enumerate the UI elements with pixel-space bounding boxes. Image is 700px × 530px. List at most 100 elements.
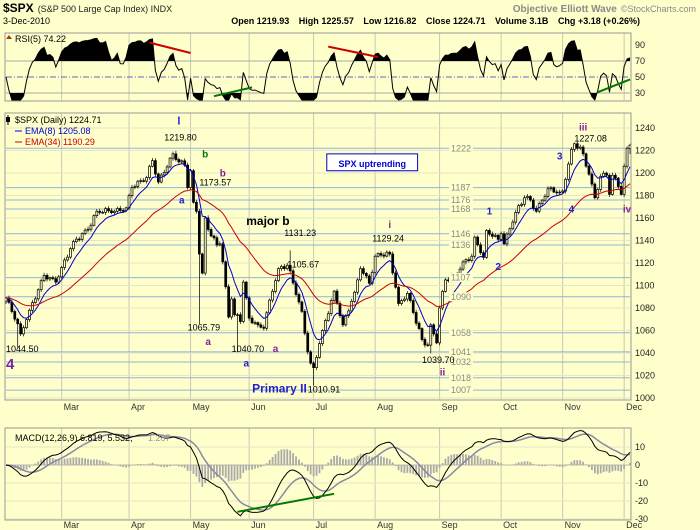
stockcharts-credit: ©StockCharts.com — [620, 4, 696, 14]
price-tick-label: 1180 — [635, 191, 654, 201]
rsi-tick-label: 90 — [635, 40, 645, 50]
symbol: $SPX — [3, 1, 34, 15]
macd-signal-line — [5, 433, 631, 511]
wave-label: i — [388, 220, 391, 231]
pivot-label: 1041 — [451, 347, 471, 357]
wave-label: 2 — [495, 262, 501, 273]
month-label: Sep — [442, 402, 458, 412]
macd-signal — [5, 433, 631, 511]
pivot-label: 1146 — [451, 229, 470, 239]
ema34 — [5, 183, 631, 308]
pivot-label: 1090 — [451, 292, 471, 302]
macd-tick-label: -20 — [635, 496, 648, 506]
candlestick-icon — [6, 115, 10, 125]
price-tick-label: 1140 — [635, 236, 654, 246]
open-label: Open — [231, 16, 255, 26]
wave-label: 4 — [569, 204, 575, 215]
callout-text: SPX uptrending — [338, 159, 406, 169]
price-tick-label: 1160 — [635, 213, 654, 223]
wave-label: iv — [623, 204, 632, 215]
rsi-tick-label: 70 — [635, 56, 645, 66]
price-grid — [6, 127, 630, 399]
month-label: Aug — [377, 402, 393, 412]
month-label: Jun — [251, 520, 266, 530]
month-label: Oct — [503, 520, 518, 530]
wave-label: iii — [579, 122, 588, 133]
month-label: Jul — [316, 520, 328, 530]
wave-label: a — [205, 337, 211, 348]
wave-label: a — [243, 359, 249, 370]
wave-label: 1040.70 — [232, 344, 265, 354]
price-tick-label: 1120 — [635, 258, 654, 268]
macd-tick-label: 10 — [635, 442, 645, 452]
macd-tick-label: -10 — [635, 478, 648, 488]
wave-label: a — [179, 195, 185, 206]
wave-label: 1227.08 — [574, 134, 607, 144]
month-label: Nov — [565, 520, 582, 530]
pivot-label: 1136 — [451, 240, 470, 250]
wave-label: 1039.70 — [422, 355, 455, 365]
price-tick-label: 1060 — [635, 326, 655, 336]
callout-box — [326, 153, 419, 172]
month-label: Mar — [64, 520, 80, 530]
month-label: Apr — [131, 520, 145, 530]
wave-label: Primary II — [252, 381, 307, 395]
month-label: May — [193, 520, 211, 530]
wave-label: 1065.79 — [188, 323, 221, 333]
x-axis-labels: Mar Mar Apr Apr May May Jun Jun Jul Jul Aug Aug Sep S… — [64, 402, 643, 530]
rsi-tick-label: 30 — [635, 88, 645, 98]
macd-series — [5, 429, 631, 517]
price-tick-label: 1000 — [635, 393, 655, 403]
macd-hist-value: 1.287 — [148, 433, 171, 443]
wave-label: 1105.67 — [287, 260, 319, 270]
rsi-trendlines — [149, 41, 631, 98]
pivot-label: 1107 — [451, 273, 470, 283]
month-label: Aug — [377, 520, 393, 530]
high-value: 1225.57 — [321, 16, 354, 26]
macd-tick-label: -30 — [635, 514, 648, 524]
month-label: Mar — [64, 402, 80, 412]
pivot-label: 1168 — [451, 204, 470, 214]
rsi-legend-label: RSI(5) 74.22 — [15, 34, 66, 44]
pivot-label: 1187 — [451, 183, 470, 193]
wave-label: 3 — [557, 152, 563, 163]
low-label: Low — [363, 16, 382, 26]
chart-date: 3-Dec-2010 — [3, 16, 51, 26]
ema34-line — [5, 183, 631, 308]
ema34-legend-label: EMA(34) 1190.29 — [25, 137, 95, 147]
ema8-line — [5, 158, 631, 341]
ema8 — [5, 158, 631, 341]
panel-borders — [4, 32, 632, 521]
price-legend-symbol: $SPX (Daily) 1224.71 — [15, 115, 102, 125]
rsi-series — [5, 37, 631, 102]
wave-label: 1 — [487, 207, 493, 218]
pivot-label: 1222 — [451, 143, 471, 153]
wave-label: ii — [440, 368, 446, 379]
pivot-label: 1018 — [451, 373, 471, 383]
price-tick-label: 1200 — [635, 168, 655, 178]
pivot-label: 1058 — [451, 328, 471, 338]
wave-label: 1173.57 — [199, 177, 231, 187]
volume-value: 3.1B — [529, 16, 549, 26]
price-tick-label: 1240 — [635, 123, 655, 133]
wave-label: a — [273, 344, 279, 355]
generated-chart-layers: Mar Mar Apr Apr May May Jun Jun Jul Jul Aug Aug Sep S… — [4, 32, 655, 530]
low-value: 1216.82 — [383, 16, 417, 26]
rsi-line — [5, 37, 631, 102]
pivot-label: 1007 — [451, 385, 471, 395]
rsi-tick-label: 50 — [635, 72, 645, 82]
price-tick-label: 1220 — [635, 146, 655, 156]
price-tick-label: 1020 — [635, 371, 655, 381]
open-value: 1219.93 — [256, 16, 290, 26]
wave-label: 4 — [6, 356, 15, 373]
wave-label: 1044.50 — [6, 344, 39, 354]
month-label: Jul — [316, 402, 328, 412]
macd-tick-label: 0 — [635, 460, 640, 470]
wave-label: 1129.24 — [372, 234, 404, 244]
quote-header: 3-Dec-2010 Open 1219.93 High 1225.57 Low… — [3, 16, 696, 26]
macd-grid — [6, 446, 630, 520]
